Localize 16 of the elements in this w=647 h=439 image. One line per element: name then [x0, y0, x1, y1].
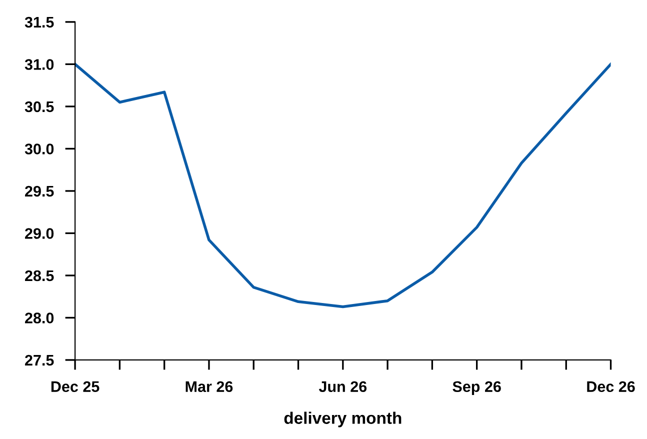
- x-tick-label: Dec 25: [51, 381, 100, 392]
- x-tick-label: Sep 26: [452, 381, 501, 396]
- x-tick-label: Dec 26: [587, 381, 635, 392]
- x-tick-label: Jun 26: [318, 381, 367, 392]
- y-tick-label: 31.5: [24, 16, 54, 28]
- y-tick-label: 28.5: [25, 270, 54, 282]
- y-tick-label: 30.0: [24, 144, 54, 154]
- x-axis-title: delivery month: [284, 412, 402, 428]
- y-tick-label: 27.5: [25, 354, 54, 366]
- y-tick-label: 30.5: [24, 101, 54, 112]
- y-tick-label: 29.0: [25, 228, 54, 239]
- y-tick-label: 29.5: [25, 186, 54, 197]
- line-series: [75, 62, 611, 308]
- y-tick-label: 28.0: [25, 312, 54, 324]
- x-tick-label: Mar 26: [186, 381, 233, 392]
- y-tick-label: 31.0: [24, 59, 54, 70]
